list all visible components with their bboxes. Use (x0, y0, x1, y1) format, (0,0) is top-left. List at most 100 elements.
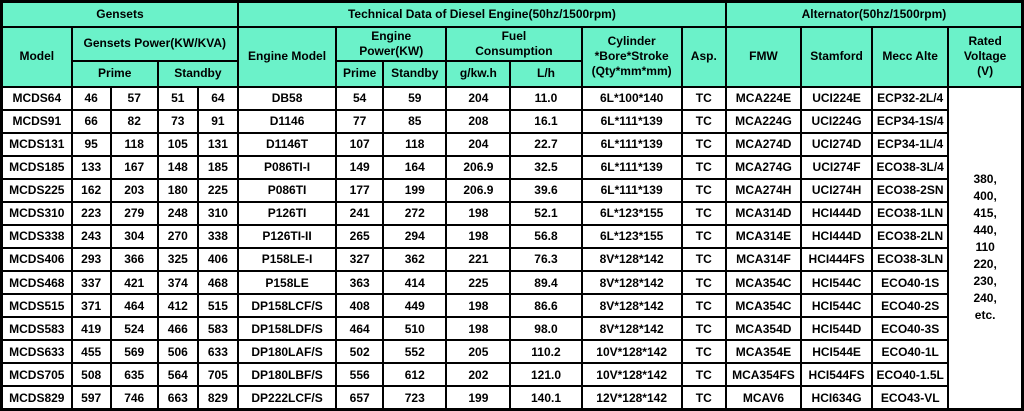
cell-fuel-g-kwh: 198 (445, 223, 512, 249)
cell-gensets-standby-kw: 51 (156, 85, 199, 111)
cell-gensets-standby-kva: 225 (196, 177, 239, 203)
cell-gensets-standby-kva: 64 (196, 85, 239, 111)
cell-aspiration: TC (680, 108, 727, 134)
cell-mecc-alte: ECO38-1LN (871, 200, 950, 226)
cell-fuel-g-kwh: 204 (445, 85, 512, 111)
cell-engine-standby-kw: 612 (382, 362, 448, 388)
cell-fmw: MCA354E (724, 339, 803, 365)
cell-gensets-prime-kva: 82 (109, 108, 159, 134)
cell-engine-standby-kw: 164 (382, 154, 448, 180)
cell-cylinder: 6L*111*139 (580, 131, 683, 157)
cell-gensets-standby-kw: 466 (156, 316, 199, 342)
cell-engine-prime-kw: 408 (335, 293, 385, 319)
cell-cylinder: 6L*123*155 (580, 223, 683, 249)
cell-gensets-standby-kw: 412 (156, 293, 199, 319)
cell-gensets-prime-kva: 366 (109, 246, 159, 273)
cell-fuel-g-kwh: 205 (445, 339, 512, 365)
cell-gensets-standby-kw: 374 (156, 269, 199, 296)
table-row: MCDS705 508 635 564 705 DP180LBF/S 556 612 202 12… (0, 362, 1023, 388)
cell-gensets-standby-kva: 91 (196, 108, 239, 134)
cell-aspiration: TC (680, 85, 727, 111)
cell-model: MCDS91 (0, 108, 73, 134)
cell-cylinder: 8V*128*142 (580, 316, 683, 342)
cell-mecc-alte: ECO38-3L/4 (871, 154, 950, 180)
cell-gensets-standby-kw: 148 (156, 154, 199, 180)
cell-gensets-prime-kva: 57 (109, 85, 159, 111)
cell-engine-model: P126TI-II (236, 223, 338, 249)
cell-mecc-alte: ECO38-2SN (871, 177, 950, 203)
cell-engine-prime-kw: 657 (335, 385, 385, 411)
table-row: MCDS310 223 279 248 310 P126TI 241 272 198 52.1 6L… (0, 200, 1023, 226)
cell-aspiration: TC (680, 177, 727, 203)
cell-mecc-alte: ECO38-2LN (871, 223, 950, 249)
cell-engine-model: D1146T (236, 131, 338, 157)
cell-gensets-standby-kva: 310 (196, 200, 239, 226)
cell-gensets-standby-kva: 406 (196, 246, 239, 273)
cell-aspiration: TC (680, 362, 727, 388)
cell-mecc-alte: ECP34-1S/4 (871, 108, 950, 134)
header-gensets-power: Gensets Power(KW/KVA) (70, 25, 239, 62)
cell-engine-standby-kw: 414 (382, 269, 448, 296)
cell-fuel-l-h: 22.7 (509, 131, 583, 157)
cell-fuel-g-kwh: 206.9 (445, 177, 512, 203)
cell-stamford: HCI544C (799, 269, 874, 296)
cell-gensets-standby-kw: 506 (156, 339, 199, 365)
cell-engine-standby-kw: 723 (382, 385, 448, 411)
header-engine-prime: Prime (335, 59, 385, 88)
cell-model: MCDS468 (0, 269, 73, 296)
table-row: MCDS583 419 524 466 583 DP158LDF/S 464 510 198 98… (0, 316, 1023, 342)
cell-gensets-standby-kw: 564 (156, 362, 199, 388)
cell-fmw: MCA354C (724, 269, 803, 296)
cell-gensets-prime-kw: 597 (70, 385, 112, 411)
cell-gensets-prime-kw: 133 (70, 154, 112, 180)
cell-engine-model: DP158LCF/S (236, 293, 338, 319)
cell-gensets-standby-kva: 705 (196, 362, 239, 388)
cell-gensets-standby-kva: 829 (196, 385, 239, 411)
cell-fuel-l-h: 56.8 (509, 223, 583, 249)
table-row: MCDS338 243 304 270 338 P126TI-II 265 294 198 56.… (0, 223, 1023, 249)
cell-stamford: HCI634G (799, 385, 874, 411)
cell-gensets-prime-kw: 243 (70, 223, 112, 249)
header-gensets-standby: Standby (156, 59, 239, 88)
cell-engine-model: P158LE-I (236, 246, 338, 273)
cell-fuel-l-h: 121.0 (509, 362, 583, 388)
cell-model: MCDS705 (0, 362, 73, 388)
header-engine-power: Engine Power(KW) (335, 25, 448, 62)
cell-fuel-l-h: 11.0 (509, 85, 583, 111)
cell-gensets-standby-kw: 105 (156, 131, 199, 157)
cell-gensets-prime-kva: 304 (109, 223, 159, 249)
group-header-alternator: Alternator(50hz/1500rpm) (724, 0, 1024, 28)
cell-aspiration: TC (680, 339, 727, 365)
table-row: MCDS829 597 746 663 829 DP222LCF/S 657 723 199 14… (0, 385, 1023, 411)
cell-engine-prime-kw: 464 (335, 316, 385, 342)
table-row: MCDS91 66 82 73 91 D1146 77 85 208 16.1 6L*111*139… (0, 108, 1023, 134)
cell-model: MCDS515 (0, 293, 73, 319)
cell-fuel-g-kwh: 221 (445, 246, 512, 273)
header-engine-model: Engine Model (236, 25, 338, 88)
cell-engine-standby-kw: 118 (382, 131, 448, 157)
header-stamford: Stamford (799, 25, 874, 88)
cell-engine-prime-kw: 363 (335, 269, 385, 296)
cell-gensets-prime-kva: 524 (109, 316, 159, 342)
cell-engine-prime-kw: 265 (335, 223, 385, 249)
cell-gensets-prime-kva: 118 (109, 131, 159, 157)
cell-mecc-alte: ECO43-VL (871, 385, 950, 411)
cell-fuel-l-h: 110.2 (509, 339, 583, 365)
cell-fmw: MCA354C (724, 293, 803, 319)
header-rated-voltage: Rated Voltage (V) (947, 25, 1024, 88)
cell-gensets-prime-kva: 569 (109, 339, 159, 365)
cell-mecc-alte: ECO40-1L (871, 339, 950, 365)
cell-engine-standby-kw: 449 (382, 293, 448, 319)
cell-model: MCDS338 (0, 223, 73, 249)
cell-engine-standby-kw: 199 (382, 177, 448, 203)
cell-gensets-prime-kw: 95 (70, 131, 112, 157)
cell-fuel-g-kwh: 206.9 (445, 154, 512, 180)
cell-mecc-alte: ECO40-3S (871, 316, 950, 342)
cell-gensets-standby-kva: 633 (196, 339, 239, 365)
cell-gensets-prime-kva: 635 (109, 362, 159, 388)
cell-stamford: HCI444D (799, 200, 874, 226)
header-fuel-consumption: Fuel Consumption (445, 25, 583, 62)
cell-fuel-l-h: 39.6 (509, 177, 583, 203)
cell-model: MCDS583 (0, 316, 73, 342)
cell-gensets-standby-kw: 270 (156, 223, 199, 249)
